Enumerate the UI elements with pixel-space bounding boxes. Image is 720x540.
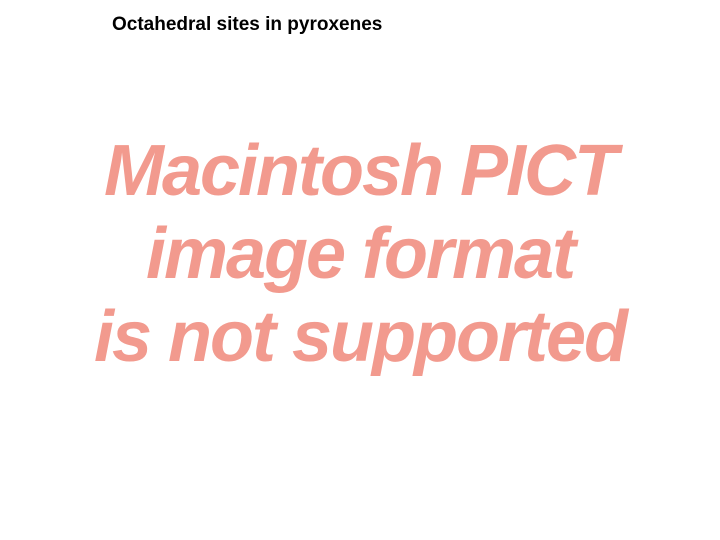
error-line-3: is not supported [0,296,720,379]
unsupported-format-message: Macintosh PICT image format is not suppo… [0,130,720,378]
error-line-2: image format [0,213,720,296]
page-title: Octahedral sites in pyroxenes [112,14,382,36]
error-line-1: Macintosh PICT [0,130,720,213]
